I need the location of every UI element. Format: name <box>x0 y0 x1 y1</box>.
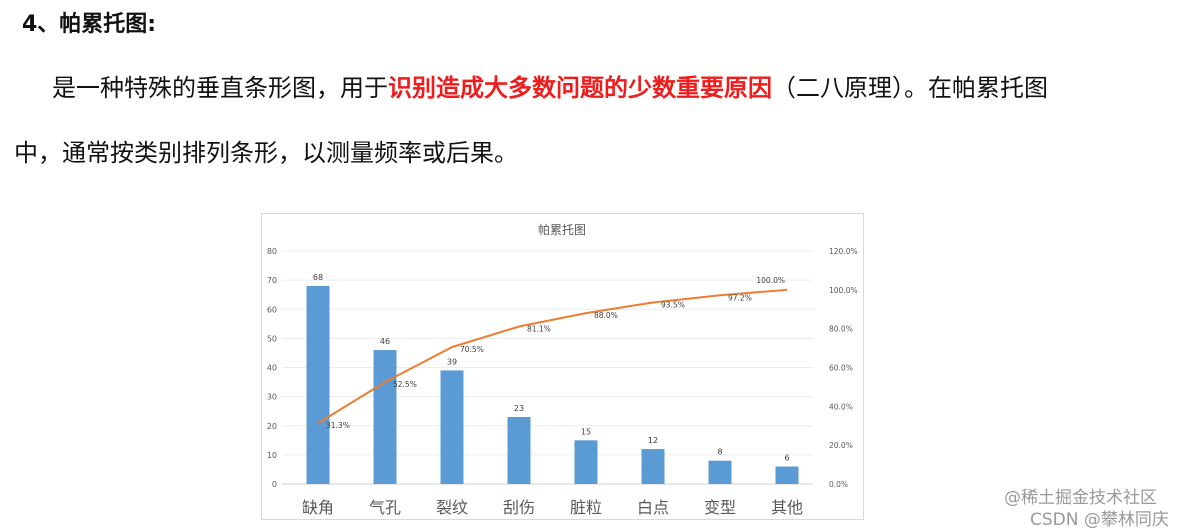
line-data-label: 100.0% <box>756 276 785 285</box>
right-axis-tick: 100.0% <box>829 286 858 295</box>
left-axis-tick: 20 <box>267 422 277 431</box>
line-data-label: 97.2% <box>728 293 752 302</box>
pareto-chart: 帕累托图 0 10 20 30 40 50 60 70 80 0.0% 20.0% 40.0% 60.0… <box>261 213 864 520</box>
right-axis-tick: 0.0% <box>829 480 848 489</box>
left-axis-tick: 10 <box>267 451 277 460</box>
line-data-label: 93.5% <box>661 300 685 309</box>
text: （二八原理）。在帕累托图 <box>772 74 1048 102</box>
category-label: 刮伤 <box>503 498 535 517</box>
paragraph-line-2: 中，通常按类别排列条形，以测量频率或后果。 <box>14 139 518 167</box>
bar <box>373 350 397 484</box>
bar <box>306 285 330 484</box>
category-label: 脏粒 <box>570 498 602 517</box>
category-label: 白点 <box>637 498 669 517</box>
bar-data-label: 46 <box>380 337 390 346</box>
left-axis-tick: 70 <box>267 276 277 285</box>
paragraph-line-1: 是一种特殊的垂直条形图，用于识别造成大多数问题的少数重要原因（二八原理）。在帕累… <box>52 68 1048 103</box>
category-label: 变型 <box>704 498 736 517</box>
bar <box>775 466 799 484</box>
left-axis-tick: 80 <box>267 247 277 256</box>
left-axis-tick: 40 <box>267 364 277 373</box>
bar <box>641 449 665 484</box>
left-axis-tick: 0 <box>272 480 277 489</box>
bar-data-label: 6 <box>784 454 789 463</box>
line-data-label: 31.3% <box>326 421 350 430</box>
line-data-label: 70.5% <box>460 345 484 354</box>
text: 是一种特殊的垂直条形图，用于 <box>52 74 388 102</box>
bar <box>440 370 464 484</box>
right-axis-tick: 20.0% <box>829 441 853 450</box>
category-label: 其他 <box>771 498 803 517</box>
right-axis-tick: 60.0% <box>829 364 853 373</box>
line-data-label: 81.1% <box>527 325 551 334</box>
category-label: 裂纹 <box>436 498 468 517</box>
bar <box>708 460 732 484</box>
category-label: 缺角 <box>302 498 334 517</box>
right-axis-tick: 80.0% <box>829 325 853 334</box>
line-data-label: 88.0% <box>594 311 618 320</box>
bar <box>574 440 598 484</box>
highlighted-text: 识别造成大多数问题的少数重要原因 <box>388 74 772 102</box>
bar-data-label: 12 <box>648 436 658 445</box>
watermark-juejin: @稀土掘金技术社区 <box>1004 488 1157 508</box>
left-axis-tick: 60 <box>267 305 277 314</box>
cumulative-line <box>317 288 788 425</box>
watermark-csdn: CSDN @攀林同庆 <box>1030 510 1169 530</box>
bar-data-label: 23 <box>514 404 524 413</box>
chart-title: 帕累托图 <box>538 222 586 237</box>
chart-frame <box>261 213 864 520</box>
line-data-label: 52.5% <box>393 380 417 389</box>
bar-data-label: 15 <box>581 427 591 436</box>
left-axis-tick: 30 <box>267 393 277 402</box>
right-axis-tick: 40.0% <box>829 402 853 411</box>
category-label: 气孔 <box>369 498 401 517</box>
section-heading: 4、帕累托图: <box>22 12 157 37</box>
bar-data-label: 68 <box>313 273 323 282</box>
bar-data-label: 39 <box>447 357 457 366</box>
bar <box>507 417 531 484</box>
left-axis-tick: 50 <box>267 334 277 343</box>
bar-data-label: 8 <box>717 448 722 457</box>
right-axis-tick: 120.0% <box>829 247 858 256</box>
